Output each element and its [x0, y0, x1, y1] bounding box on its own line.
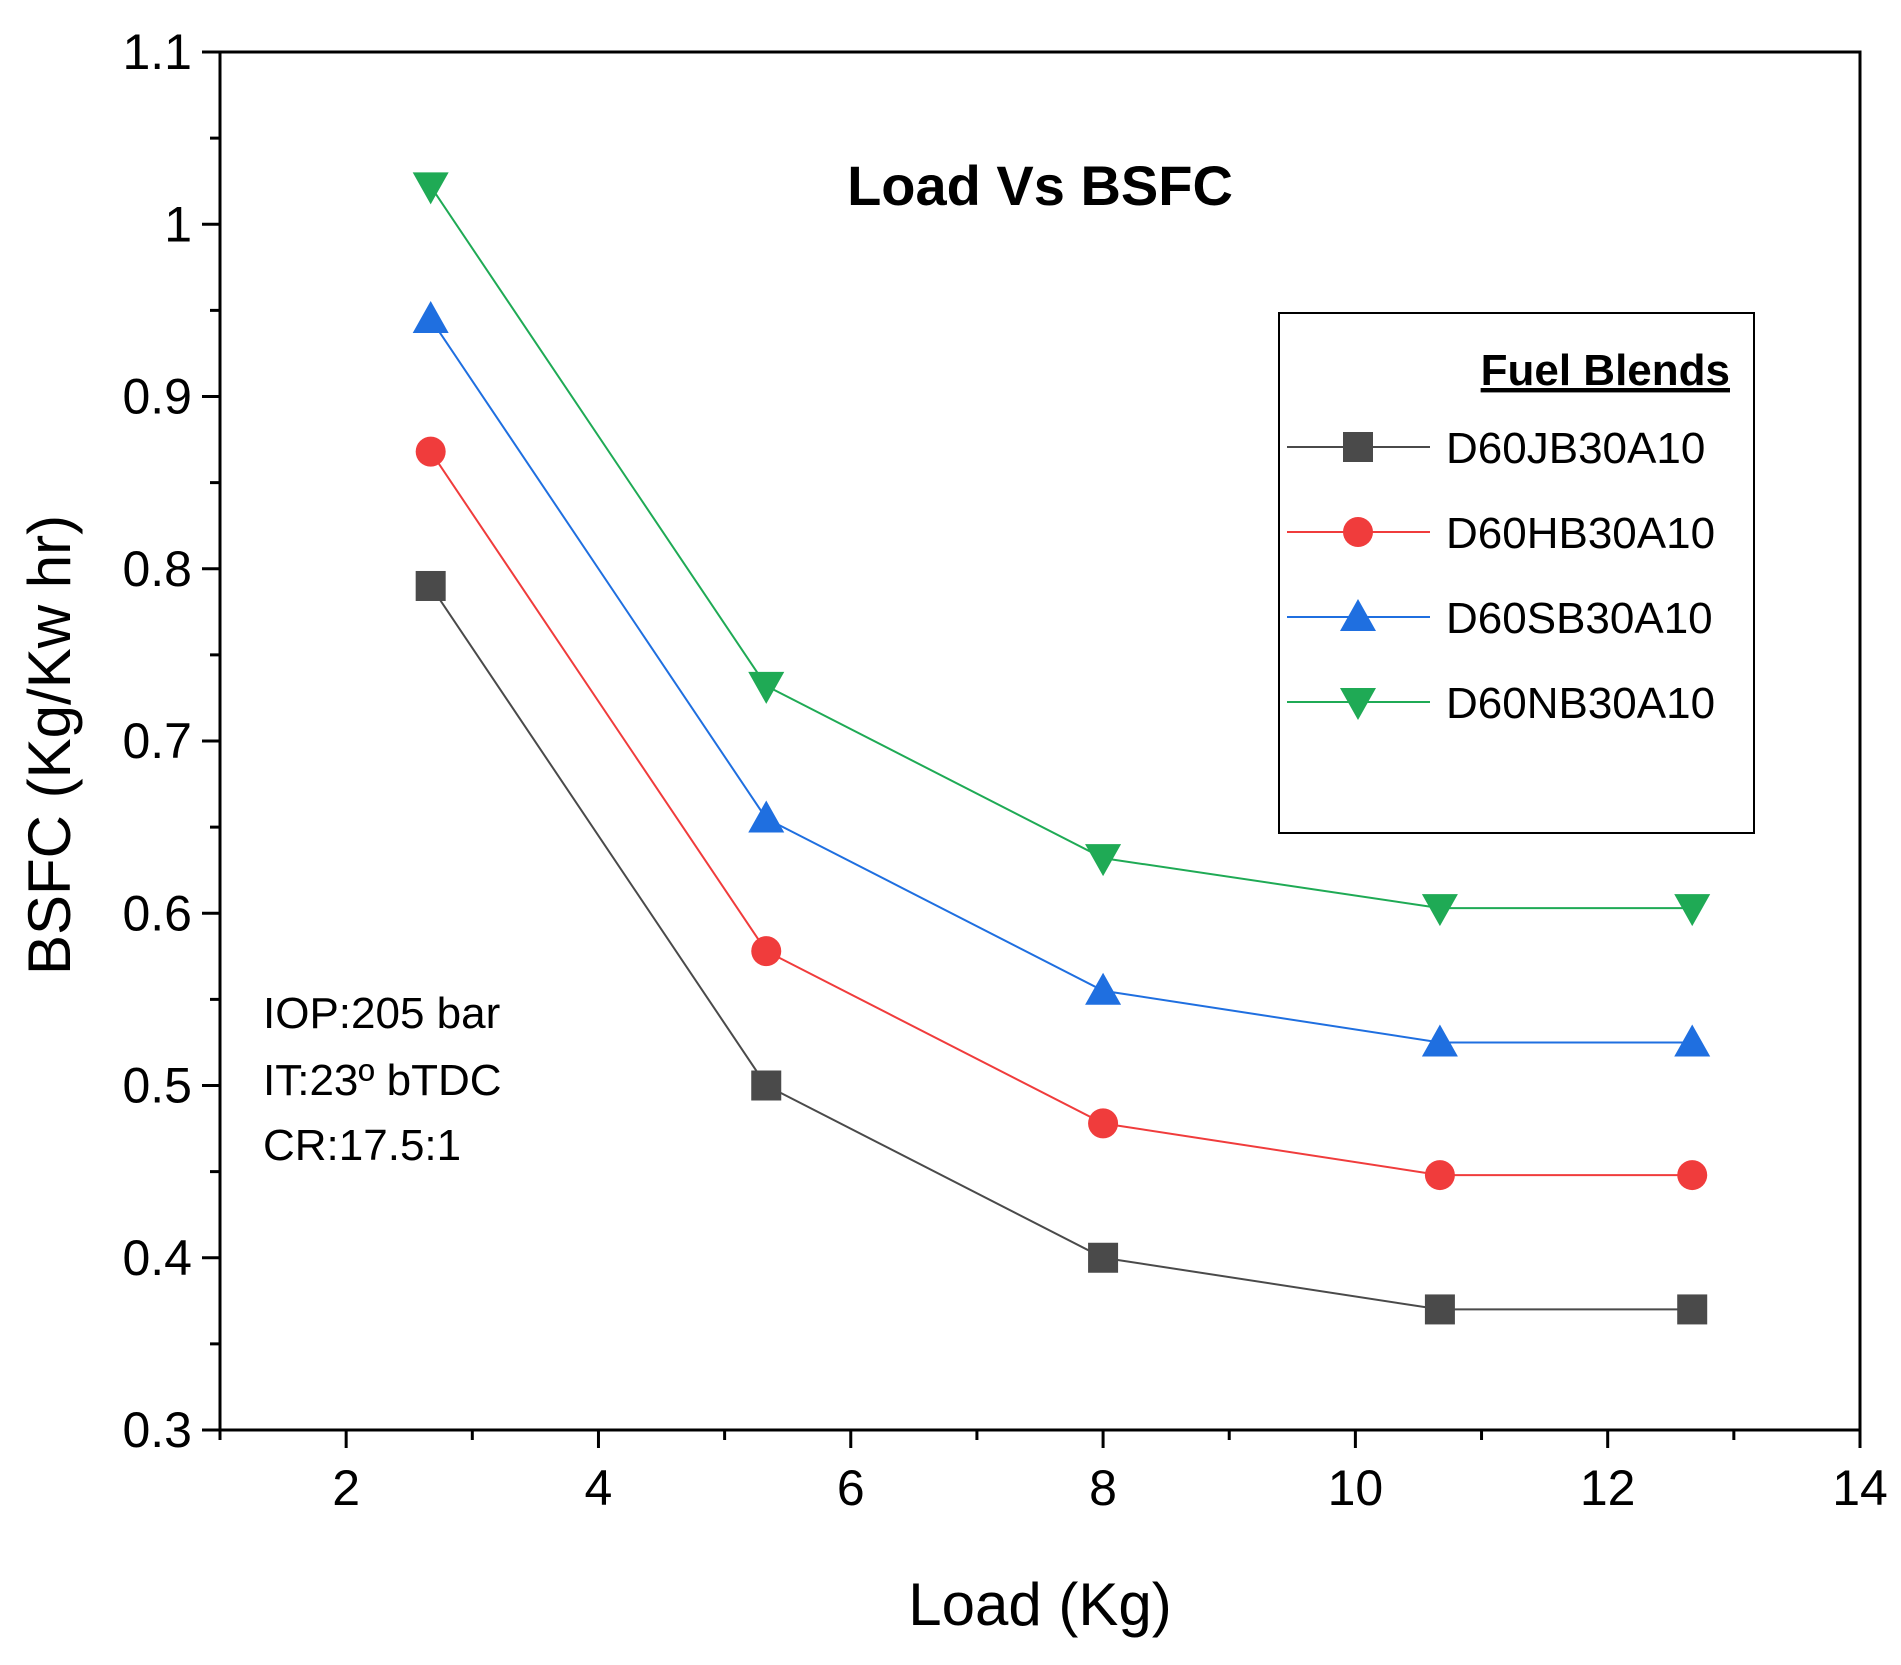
y-tick-label: 0.3 [122, 1402, 192, 1458]
legend-item: D60JB30A10 [1287, 424, 1705, 473]
data-point [1674, 894, 1711, 927]
data-point [1677, 1294, 1708, 1325]
legend-entries: D60JB30A10 D60HB30A10 D60SB30A10 D60NB30A10 [1287, 424, 1715, 728]
data-point [1677, 1160, 1708, 1191]
legend-marker [1343, 517, 1373, 547]
legend-label: D60JB30A10 [1446, 424, 1705, 473]
y-tick-label: 0.5 [122, 1058, 192, 1114]
data-point [751, 1070, 782, 1101]
data-point [415, 570, 446, 601]
legend-marker [1340, 688, 1376, 720]
legend-item: D60NB30A10 [1287, 679, 1715, 728]
data-point [1088, 1108, 1119, 1139]
y-tick-label: 1 [164, 196, 192, 252]
data-point [1088, 1242, 1119, 1273]
legend-title: Fuel Blends [1481, 346, 1730, 395]
axis-ticks: 2 4 6 8 10 12 14 0.3 0.4 0.5 0.6 0.7 0.8 0.9 1 1.1 [122, 24, 1887, 1516]
series-d60nb30a10 [412, 172, 1711, 927]
data-point [1424, 1160, 1455, 1191]
data-point [1085, 844, 1122, 877]
y-tick-label: 0.9 [122, 369, 192, 425]
data-point [412, 300, 449, 333]
data-point [748, 800, 785, 833]
series-d60hb30a10 [415, 436, 1708, 1191]
data-point [751, 936, 782, 967]
data-point [1421, 894, 1458, 927]
data-point [412, 172, 449, 205]
legend-box [1278, 312, 1755, 834]
x-tick-label: 2 [332, 1460, 360, 1516]
y-tick-label: 0.8 [122, 541, 192, 597]
legend-marker [1343, 432, 1373, 462]
y-tick-label: 0.6 [122, 885, 192, 941]
x-tick-label: 14 [1832, 1460, 1888, 1516]
x-axis-label: Load (Kg) [908, 1571, 1172, 1638]
data-point [1424, 1294, 1455, 1325]
series-layer [412, 172, 1711, 1325]
x-tick-label: 6 [837, 1460, 865, 1516]
x-tick-label: 12 [1580, 1460, 1636, 1516]
plot-frame [218, 50, 1862, 1432]
x-tick-label: 8 [1089, 1460, 1117, 1516]
legend-label: D60NB30A10 [1446, 679, 1715, 728]
legend-label: D60SB30A10 [1446, 594, 1713, 643]
legend-label: D60HB30A10 [1446, 509, 1715, 558]
legend-item: D60SB30A10 [1287, 594, 1713, 643]
series-d60sb30a10 [412, 300, 1711, 1057]
legend: Fuel Blends D60JB30A10 D60HB30A10 D60SB30A… [1278, 312, 1755, 834]
data-point [1674, 1024, 1711, 1057]
data-point [415, 436, 446, 467]
data-point [748, 671, 785, 704]
y-tick-label: 0.7 [122, 713, 192, 769]
annotation-line: CR:17.5:1 [263, 1121, 461, 1170]
series-d60jb30a10 [415, 570, 1708, 1325]
x-tick-label: 10 [1328, 1460, 1384, 1516]
y-axis-label: BSFC (Kg/Kw hr) [16, 515, 83, 975]
y-tick-label: 1.1 [122, 24, 192, 80]
conditions-annotation: IOP:205 bar IT:23º bTDC CR:17.5:1 [263, 989, 502, 1170]
x-tick-label: 4 [585, 1460, 613, 1516]
legend-marker [1340, 599, 1376, 631]
annotation-line: IT:23º bTDC [263, 1056, 502, 1105]
chart-title: Load Vs BSFC [847, 154, 1233, 217]
annotation-line: IOP:205 bar [263, 989, 500, 1038]
y-tick-label: 0.4 [122, 1230, 192, 1286]
data-point [1085, 972, 1122, 1005]
legend-item: D60HB30A10 [1287, 509, 1715, 558]
data-point [1421, 1024, 1458, 1057]
